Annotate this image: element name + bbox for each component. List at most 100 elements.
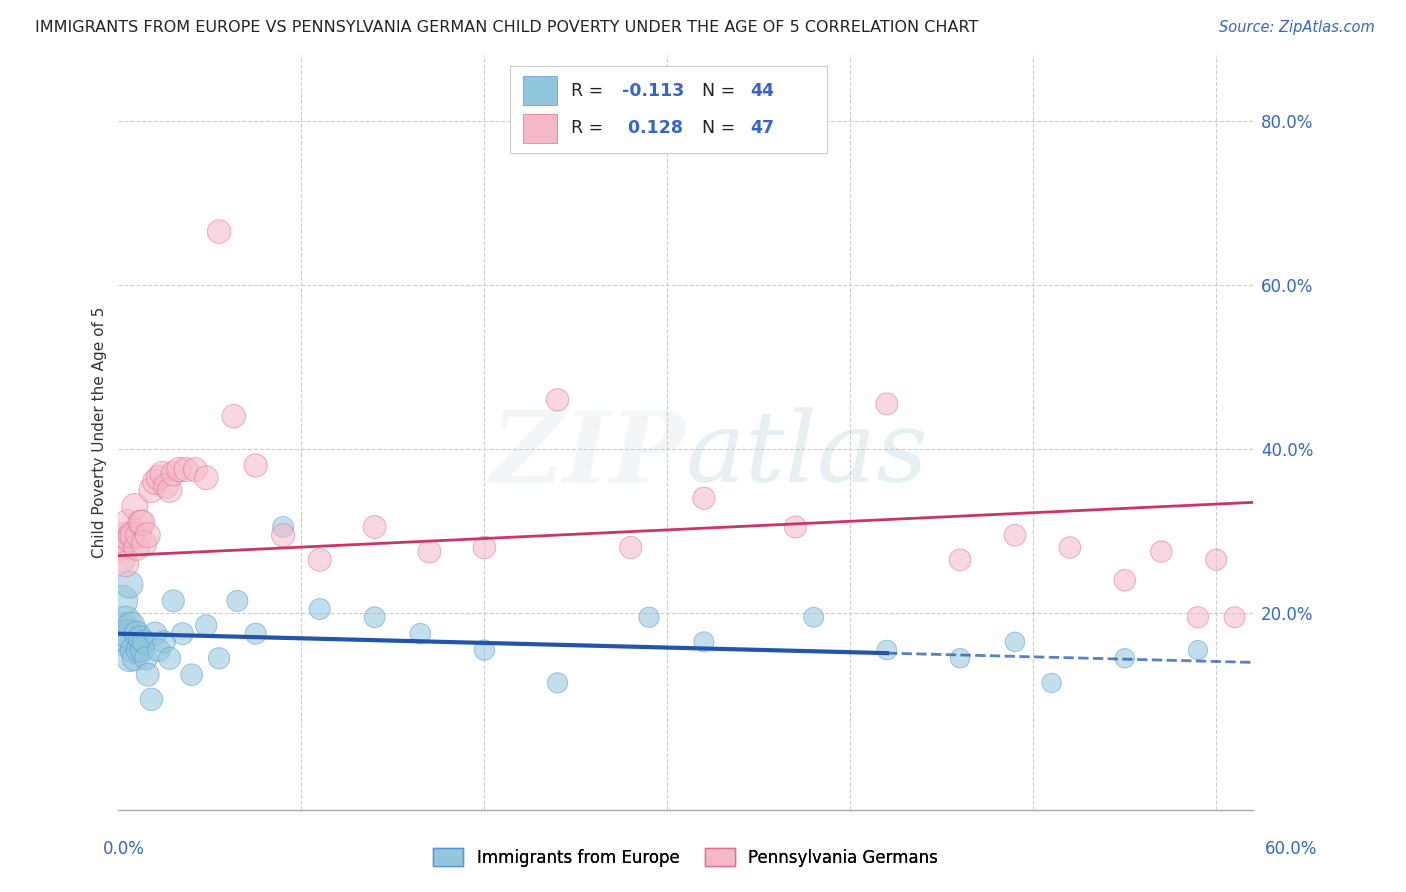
Point (125, 541, 148, 555)
Point (129, 516, 152, 530)
Point (620, 541, 643, 555)
Point (148, 643, 170, 657)
Point (1223, 610, 1246, 624)
Point (120, 618, 142, 632)
Point (135, 651, 157, 665)
Point (112, 528, 135, 542)
Point (143, 475, 166, 489)
Text: ZIP: ZIP (491, 407, 686, 503)
Point (949, 651, 972, 665)
Point (159, 651, 181, 665)
Point (136, 667, 159, 681)
Point (1150, 544, 1173, 558)
Point (1059, 541, 1081, 555)
Point (547, 392, 569, 407)
Point (271, 520, 294, 534)
Point (1004, 528, 1026, 542)
Point (184, 462, 207, 476)
Point (131, 643, 153, 657)
Point (124, 500, 146, 514)
Point (143, 626, 166, 640)
Point (174, 462, 197, 476)
Point (222, 409, 245, 424)
Point (1187, 610, 1209, 624)
Point (474, 643, 496, 657)
Text: 0.0%: 0.0% (103, 840, 145, 858)
Point (159, 483, 181, 497)
Point (141, 692, 163, 706)
Point (195, 471, 218, 485)
Point (132, 536, 155, 550)
Point (112, 631, 135, 645)
Point (180, 667, 202, 681)
Point (122, 643, 145, 657)
Point (117, 516, 139, 530)
Point (949, 553, 972, 567)
Text: N =: N = (702, 82, 741, 100)
Point (308, 602, 330, 616)
Point (803, 610, 825, 624)
Point (1187, 643, 1209, 657)
Point (118, 577, 141, 591)
Text: -0.113: -0.113 (621, 82, 685, 100)
Text: R =: R = (571, 120, 609, 137)
Point (271, 528, 294, 542)
Point (172, 626, 194, 640)
Point (162, 594, 184, 608)
Point (693, 491, 716, 506)
Text: Source: ZipAtlas.com: Source: ZipAtlas.com (1219, 20, 1375, 35)
Point (117, 626, 139, 640)
Text: IMMIGRANTS FROM EUROPE VS PENNSYLVANIA GERMAN CHILD POVERTY UNDER THE AGE OF 5 C: IMMIGRANTS FROM EUROPE VS PENNSYLVANIA G… (35, 20, 979, 35)
Point (195, 618, 218, 632)
Text: 47: 47 (751, 120, 775, 137)
Point (136, 528, 159, 542)
Point (1114, 651, 1136, 665)
Point (118, 651, 141, 665)
Y-axis label: Child Poverty Under the Age of 5: Child Poverty Under the Age of 5 (93, 307, 107, 558)
Point (167, 462, 190, 476)
Point (363, 610, 385, 624)
Point (114, 615, 136, 629)
Text: R =: R = (571, 82, 609, 100)
Point (1004, 635, 1026, 649)
Point (111, 553, 134, 567)
Point (155, 479, 177, 493)
Point (1114, 574, 1136, 588)
Point (150, 467, 173, 481)
Point (124, 651, 146, 665)
Point (114, 557, 136, 571)
Point (547, 676, 569, 690)
Point (131, 516, 153, 530)
Point (1205, 553, 1227, 567)
Point (110, 626, 132, 640)
Point (128, 643, 150, 657)
Point (245, 458, 267, 473)
Text: atlas: atlas (686, 408, 928, 503)
Point (226, 594, 249, 608)
Point (118, 533, 141, 547)
Point (1040, 676, 1063, 690)
Point (132, 635, 155, 649)
Point (162, 467, 184, 481)
Text: 60.0%: 60.0% (1264, 840, 1317, 858)
Point (638, 610, 661, 624)
Point (122, 528, 145, 542)
FancyBboxPatch shape (523, 77, 557, 105)
Point (111, 594, 134, 608)
Point (120, 528, 142, 542)
Point (474, 541, 496, 555)
Point (153, 635, 176, 649)
Point (693, 635, 716, 649)
Point (208, 651, 231, 665)
Point (785, 520, 807, 534)
Text: N =: N = (702, 120, 741, 137)
Point (876, 397, 898, 411)
Legend: Immigrants from Europe, Pennsylvania Germans: Immigrants from Europe, Pennsylvania Ger… (427, 841, 945, 873)
Text: 0.128: 0.128 (621, 120, 683, 137)
FancyBboxPatch shape (510, 67, 828, 153)
Point (129, 631, 152, 645)
Point (418, 544, 440, 558)
FancyBboxPatch shape (523, 114, 557, 143)
Point (148, 471, 170, 485)
Point (208, 225, 231, 239)
